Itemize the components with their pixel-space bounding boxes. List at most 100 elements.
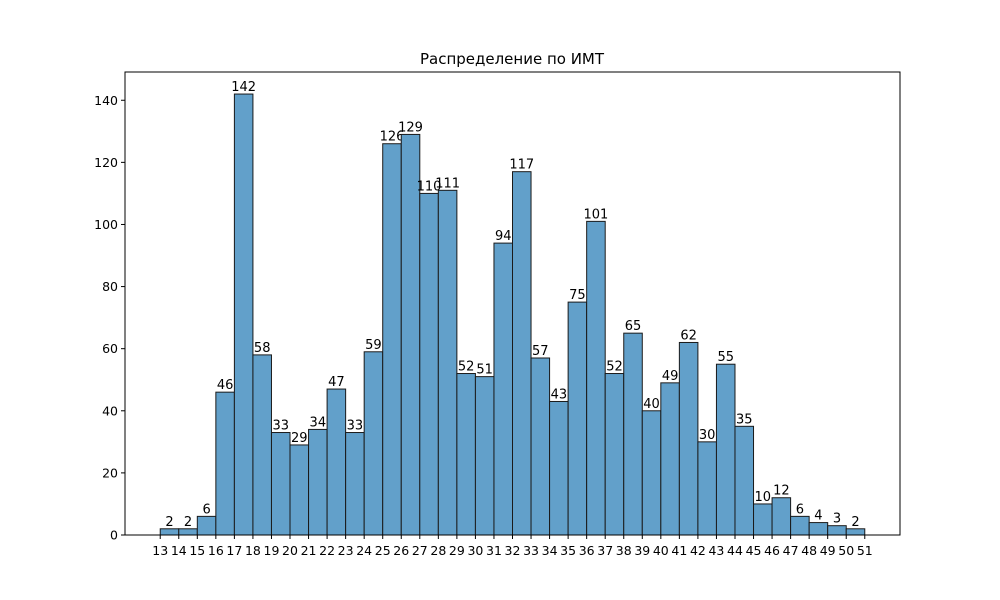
bar (382, 143, 402, 536)
data-label: 6 (202, 502, 210, 517)
bar (400, 133, 421, 536)
bar (771, 497, 792, 536)
data-label: 40 (643, 397, 660, 412)
data-label: 111 (435, 176, 460, 191)
data-label: 94 (495, 229, 512, 244)
x-tick-label: 20 (282, 543, 298, 558)
data-label: 2 (165, 515, 173, 530)
x-tick-label: 25 (375, 543, 391, 558)
data-label: 55 (717, 350, 734, 365)
x-tick-label: 35 (560, 543, 576, 558)
data-label: 59 (365, 338, 382, 353)
chart-title: Распределение по ИМТ (420, 50, 605, 68)
bar (326, 388, 347, 536)
data-label: 3 (833, 512, 841, 527)
x-tick-label: 19 (264, 543, 280, 558)
data-label: 47 (328, 375, 345, 390)
x-tick-label: 51 (857, 543, 873, 558)
bar (419, 192, 439, 536)
x-tick-label: 45 (746, 543, 762, 558)
x-tick-label: 29 (449, 543, 465, 558)
bar (623, 332, 643, 536)
x-tick-label: 30 (467, 543, 483, 558)
x-tick-label: 23 (338, 543, 354, 558)
data-label: 49 (662, 369, 679, 384)
bar (456, 373, 476, 536)
y-tick-label: 120 (94, 155, 118, 170)
x-tick-label: 27 (412, 543, 428, 558)
bar (697, 441, 717, 536)
data-label: 52 (458, 360, 475, 375)
bar (660, 382, 680, 536)
data-label: 142 (231, 80, 256, 95)
bar (604, 373, 625, 536)
data-label: 58 (254, 341, 271, 356)
bar (678, 341, 699, 536)
x-tick-label: 40 (653, 543, 669, 558)
x-tick-label: 32 (505, 543, 521, 558)
y-tick-label: 20 (102, 465, 118, 480)
x-tick-label: 41 (671, 543, 687, 558)
x-tick-label: 46 (764, 543, 780, 558)
x-tick-label: 42 (690, 543, 706, 558)
bar (512, 171, 532, 536)
data-label: 46 (217, 378, 234, 393)
bar (734, 425, 755, 536)
bar (474, 376, 495, 536)
data-label: 52 (606, 360, 623, 375)
data-label: 51 (476, 363, 493, 378)
bar (196, 515, 217, 536)
data-label: 129 (398, 120, 423, 135)
x-tick-label: 34 (542, 543, 558, 558)
bar (252, 354, 272, 536)
bar (808, 522, 829, 536)
x-tick-label: 24 (356, 543, 372, 558)
x-tick-label: 50 (838, 543, 854, 558)
x-tick-label: 47 (783, 543, 799, 558)
bar (270, 432, 291, 536)
data-label: 126 (380, 130, 405, 145)
x-tick-label: 14 (171, 543, 187, 558)
y-tick-label: 60 (102, 341, 118, 356)
data-label: 65 (625, 319, 642, 334)
data-label: 33 (347, 419, 364, 434)
y-tick-label: 100 (94, 217, 118, 232)
data-label: 34 (310, 415, 327, 430)
data-label: 101 (584, 207, 609, 222)
data-label: 57 (532, 344, 549, 359)
x-tick-label: 31 (486, 543, 502, 558)
data-label: 2 (851, 515, 859, 530)
x-tick-label: 38 (616, 543, 632, 558)
bar (549, 400, 569, 536)
y-tick-label: 80 (102, 279, 118, 294)
y-tick-label: 40 (102, 403, 118, 418)
bar (567, 301, 588, 536)
data-label: 35 (736, 412, 753, 427)
bar (715, 363, 736, 536)
data-label: 4 (814, 509, 822, 524)
data-label: 30 (699, 428, 716, 443)
bar (790, 515, 810, 536)
x-tick-label: 36 (579, 543, 595, 558)
data-label: 75 (569, 288, 586, 303)
bar (215, 391, 235, 536)
bar (586, 220, 606, 536)
bar (345, 432, 365, 536)
x-tick-label: 26 (393, 543, 409, 558)
data-label: 29 (291, 431, 308, 446)
data-label: 12 (773, 484, 790, 499)
x-tick-label: 13 (152, 543, 168, 558)
bar (289, 444, 310, 536)
x-tick-label: 15 (189, 543, 205, 558)
x-tick-label: 18 (245, 543, 261, 558)
data-label: 62 (680, 328, 697, 343)
bar (530, 357, 551, 536)
bar (363, 351, 384, 536)
data-label: 2 (184, 515, 192, 530)
data-label: 43 (551, 387, 568, 402)
bar (827, 525, 847, 536)
y-tick-label: 0 (110, 528, 118, 543)
x-tick-label: 28 (430, 543, 446, 558)
x-tick-label: 21 (301, 543, 317, 558)
